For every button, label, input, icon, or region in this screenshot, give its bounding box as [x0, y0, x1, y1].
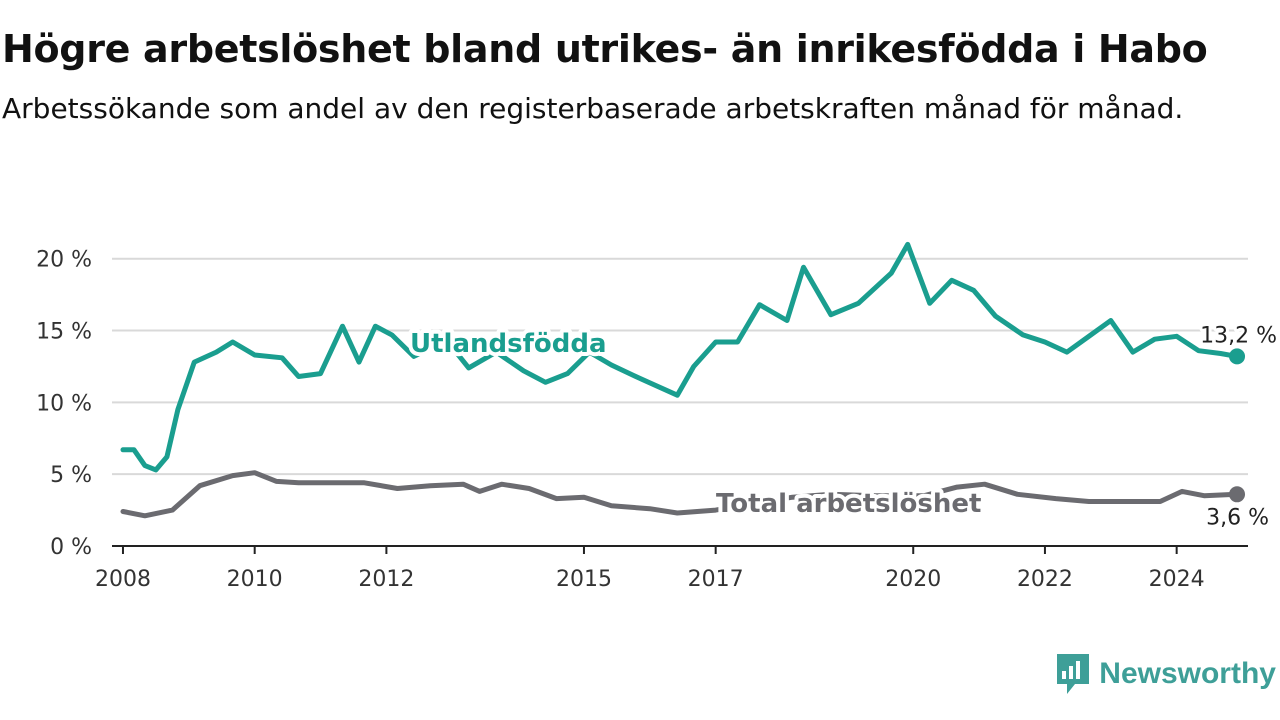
- x-tick-label: 2015: [556, 567, 612, 592]
- x-axis: 2008 2010 2012 2015 2017 2020 2022 2024: [95, 545, 1248, 592]
- x-tick-label: 2022: [1017, 567, 1073, 592]
- brand-name: Newsworthy: [1099, 657, 1276, 690]
- series-end-value-label: 13,2 %: [1200, 323, 1277, 348]
- brand-logo: Newsworthy: [1055, 652, 1276, 696]
- y-tick-label: 5 %: [50, 463, 92, 488]
- y-tick-label: 15 %: [36, 320, 92, 345]
- y-tick-label: 20 %: [36, 248, 92, 273]
- chart-subtitle: Arbetssökande som andel av den registerb…: [2, 92, 1184, 125]
- x-tick-label: 2024: [1149, 567, 1205, 592]
- series-name-label: Total arbetslöshet: [716, 489, 981, 519]
- series-end-point-0: [1229, 348, 1246, 365]
- series-line-1: [120, 470, 1240, 519]
- x-tick-label: 2017: [688, 567, 744, 592]
- series-labels: Utlandsfödda 13,2 % Total arbetslöshet 3,6 …: [406, 320, 1280, 533]
- y-tick-label: 10 %: [36, 391, 92, 416]
- newsworthy-logo-icon: [1057, 654, 1090, 694]
- y-tick-label: 0 %: [50, 535, 92, 560]
- line-chart: 0 %5 %10 %15 %20 % 2008 2010 2012 2015 2017 2…: [36, 241, 1280, 592]
- x-tick-label: 2010: [227, 567, 283, 592]
- series-line-0: [120, 241, 1240, 473]
- series-name-label: Utlandsfödda: [410, 329, 607, 359]
- x-tick-label: 2012: [358, 567, 414, 592]
- x-tick-label: 2008: [95, 567, 151, 592]
- gridlines: [112, 257, 1248, 476]
- series-lines: [120, 241, 1246, 519]
- y-axis-ticks: 0 % 5 % 10 % 15 % 20 %: [36, 248, 92, 560]
- chart-title: Högre arbetslöshet bland utrikes- än inr…: [2, 27, 1208, 71]
- series-end-value-label: 3,6 %: [1206, 505, 1269, 530]
- x-tick-label: 2020: [885, 567, 941, 592]
- series-end-point-1: [1229, 486, 1246, 503]
